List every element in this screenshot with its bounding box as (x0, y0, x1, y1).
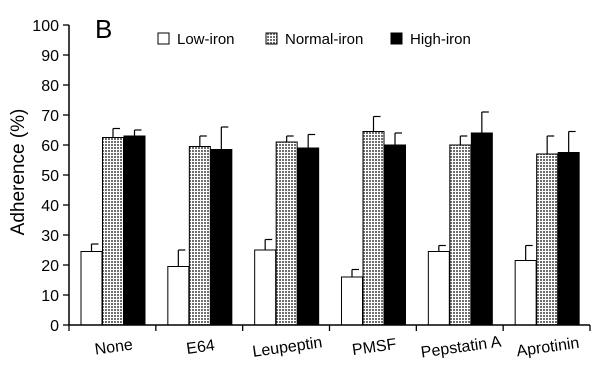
legend-label-low-iron: Low-iron (177, 31, 235, 48)
y-tick-label: 50 (41, 168, 59, 185)
bar-high-iron (384, 144, 406, 326)
y-tick-label: 60 (41, 138, 59, 155)
y-tick-label: 0 (50, 318, 59, 335)
y-tick-label: 20 (41, 258, 59, 275)
y-tick-label: 40 (41, 198, 59, 215)
bar-high-iron (297, 147, 320, 326)
bar-low-iron (254, 249, 277, 326)
bar-low-iron (427, 251, 450, 326)
x-category-label: Aprotinin (516, 335, 581, 361)
x-category-label: E64 (185, 337, 216, 358)
legend-label-normal-iron: Normal-iron (285, 31, 363, 48)
panel-label: B (95, 14, 112, 44)
bar-low-iron (167, 266, 190, 326)
legend-swatch-high-iron (390, 32, 403, 45)
bar-normal-iron (536, 153, 559, 326)
bar-normal-iron (188, 146, 211, 326)
y-axis-ticks: 0 10 20 30 40 50 60 70 80 90 100 (32, 18, 69, 335)
bar-low-iron (514, 260, 537, 326)
y-tick-label: 80 (41, 78, 59, 95)
y-tick-label: 10 (41, 288, 59, 305)
bar-high-iron (210, 149, 233, 326)
legend-label-high-iron: High-iron (410, 31, 471, 48)
x-axis-categories: None E64 Leupeptin PMSF Pepstatin A Aprotinin (94, 333, 581, 361)
bar-normal-iron (449, 144, 472, 326)
y-axis-label: Adherence (%) (8, 109, 29, 236)
y-tick-label: 90 (41, 48, 59, 65)
y-tick-label: 70 (41, 108, 59, 125)
x-category-label: Leupeptin (251, 334, 323, 361)
bar-high-iron (123, 135, 146, 326)
y-tick-label: 100 (32, 18, 59, 35)
bar-high-iron (470, 132, 493, 326)
bar-high-iron (557, 152, 580, 326)
legend-swatch-low-iron (157, 32, 170, 45)
axes (68, 25, 591, 331)
bar-low-iron (341, 276, 363, 326)
legend-swatch-normal-iron (265, 32, 278, 45)
bars (80, 111, 580, 326)
y-tick-label: 30 (41, 228, 59, 245)
bar-normal-iron (102, 137, 124, 326)
bar-normal-iron (275, 141, 298, 326)
x-category-label: Pepstatin A (420, 333, 503, 361)
bar-normal-iron (362, 131, 385, 326)
x-category-label: PMSF (351, 336, 398, 359)
x-category-label: None (94, 336, 134, 358)
legend: Low-iron Normal-iron High-iron (157, 31, 471, 48)
bar-low-iron (80, 251, 103, 326)
